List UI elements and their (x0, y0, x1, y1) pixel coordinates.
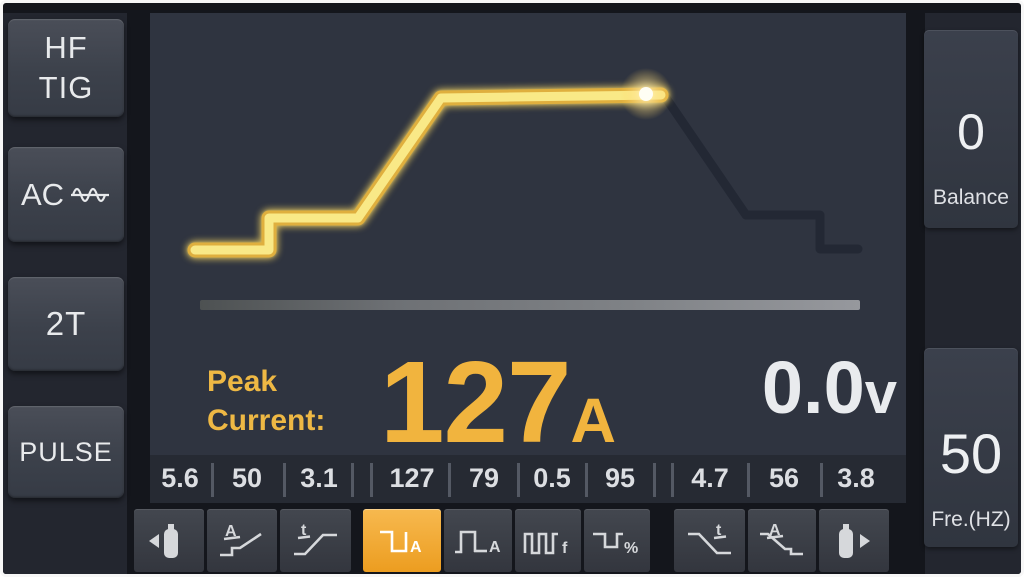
waveform-pending-segment (661, 93, 863, 254)
waveform-traversed-core (190, 90, 666, 255)
param-group-divider (653, 463, 656, 497)
svg-text:t: t (301, 522, 307, 539)
param-divider (747, 463, 750, 497)
gas-postflow-button[interactable] (819, 509, 889, 572)
param-divider (448, 463, 451, 497)
param-divider (517, 463, 520, 497)
frequency-label: Fre.(HZ) (931, 508, 1011, 531)
param-divider (585, 463, 588, 497)
waveform-position-glow-core (639, 87, 653, 101)
param-group-divider (671, 463, 674, 497)
trigger-2t-button[interactable]: 2T (8, 277, 124, 371)
gas-postflow-icon (839, 523, 870, 558)
param-start-current-value: 50 (231, 463, 263, 493)
param-end-current-value: 56 (768, 463, 800, 493)
ac-label: AC (20, 176, 65, 212)
end-current-icon: A (760, 522, 803, 555)
upslope-time-icon: t (293, 522, 337, 555)
svg-text:A: A (410, 539, 422, 556)
frequency-panel[interactable] (924, 348, 1018, 547)
svg-text:A: A (769, 522, 781, 539)
base-current-icon: A (455, 530, 501, 556)
pulse-frequency-icon: f (523, 532, 568, 557)
current-waveform-graphic (187, 68, 863, 258)
svg-text:t: t (716, 522, 722, 539)
balance-panel[interactable] (924, 30, 1018, 228)
pulse-frequency-button[interactable]: f (515, 509, 581, 572)
ac-sine-wave-icon (71, 187, 110, 202)
param-group-divider (351, 463, 354, 497)
peak-current-label: Peak Current: (207, 365, 326, 437)
hf-tig-label: HF TIG (38, 30, 94, 105)
parameter-row-background (150, 455, 906, 503)
param-gas-postflow-value: 3.8 (837, 463, 875, 493)
hf-tig-mode-button[interactable]: HF TIG (8, 19, 124, 117)
pulse-duty-icon: % (593, 532, 638, 557)
voltage-unit: v (864, 361, 897, 426)
param-divider (820, 463, 823, 497)
start-current-icon: A (220, 523, 262, 556)
pulse-mode-button[interactable]: PULSE (8, 406, 124, 498)
svg-text:A: A (489, 539, 501, 556)
pulse-label: PULSE (19, 436, 113, 467)
param-pulse-width-value: 0.5 (533, 463, 571, 493)
trigger-2t-label: 2T (45, 305, 87, 342)
voltage-number: 0.0 (761, 346, 865, 429)
voltage-readout: 0.0v (762, 351, 897, 425)
balance-label: Balance (933, 186, 1009, 209)
param-duty-value: 95 (604, 463, 636, 493)
peak-current-unit: A (570, 386, 617, 456)
downslope-time-icon: t (687, 522, 731, 554)
svg-text:f: f (562, 540, 568, 557)
param-divider (283, 463, 286, 497)
param-downslope-value: 4.7 (691, 463, 729, 493)
param-peak-current-value: 127 (389, 463, 435, 493)
pulse-duty-button[interactable]: % (584, 509, 650, 572)
peak-current-number: 127 (380, 337, 572, 467)
svg-text:A: A (225, 523, 237, 540)
waveform-divider-bar (200, 300, 860, 310)
base-current-button[interactable]: A (444, 509, 512, 572)
peak-current-value: 127A (380, 344, 616, 460)
gas-preflow-button[interactable] (134, 509, 204, 572)
param-divider (211, 463, 214, 497)
param-upslope-value: 3.1 (300, 463, 338, 493)
param-gas-preflow-value: 5.6 (161, 463, 199, 493)
frequency-value: 50 (939, 422, 1003, 485)
downslope-time-button[interactable]: t (674, 509, 745, 572)
end-current-button[interactable]: A (748, 509, 816, 572)
balance-value: 0 (957, 104, 985, 160)
gas-preflow-icon (149, 523, 178, 558)
start-current-button[interactable]: A (207, 509, 277, 572)
ac-mode-button[interactable]: AC (8, 147, 124, 242)
upslope-time-button[interactable]: t (280, 509, 351, 572)
param-base-current-value: 79 (468, 463, 500, 493)
svg-text:%: % (624, 540, 638, 557)
peak-current-button[interactable]: A (363, 509, 441, 572)
peak-current-icon: A (380, 530, 422, 556)
param-group-divider (370, 463, 373, 497)
